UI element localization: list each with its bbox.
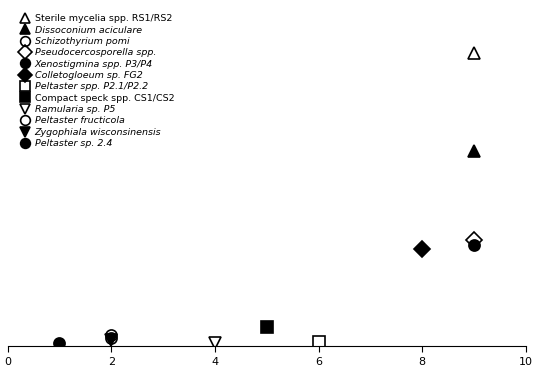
Legend: Sterile mycelia spp. RS1/RS2, Dissoconium aciculare, Schizothyrium pomi, Pseudoc: Sterile mycelia spp. RS1/RS2, Dissoconiu… xyxy=(18,12,176,150)
